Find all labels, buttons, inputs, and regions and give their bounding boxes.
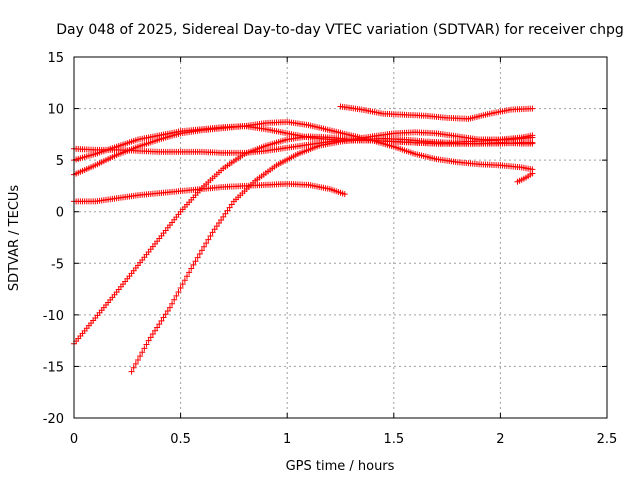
data-point — [192, 258, 199, 265]
x-tick-label: 1 — [283, 432, 291, 447]
data-point — [158, 317, 165, 324]
data-point — [211, 226, 218, 233]
data-point — [215, 220, 222, 227]
y-tick-label: 15 — [47, 51, 64, 66]
data-point — [194, 254, 201, 261]
data-point — [207, 232, 214, 239]
data-point — [128, 368, 135, 375]
data-point — [134, 356, 141, 363]
series-track-2 — [128, 134, 536, 375]
data-point — [171, 296, 178, 303]
series-track-8 — [514, 170, 536, 185]
data-point — [147, 334, 154, 341]
plot-frame — [73, 56, 608, 419]
data-point — [220, 213, 227, 220]
chart-title: Day 048 of 2025, Sidereal Day-to-day VTE… — [56, 22, 624, 38]
data-point — [529, 140, 536, 147]
x-tick-label: 2 — [496, 432, 504, 447]
data-point — [529, 132, 536, 139]
data-markers — [71, 103, 536, 375]
data-point — [190, 261, 197, 268]
data-point — [160, 314, 167, 321]
data-point — [226, 204, 233, 211]
y-axis-label: SDTVAR / TECUs — [7, 185, 22, 292]
data-point — [179, 281, 186, 288]
x-tick-label: 1.5 — [383, 432, 404, 447]
data-point — [228, 201, 235, 208]
data-point — [183, 273, 190, 280]
data-point — [205, 236, 212, 243]
y-tick-label: -20 — [43, 412, 64, 427]
data-point — [152, 327, 159, 334]
data-point — [173, 292, 180, 299]
data-point — [149, 331, 156, 338]
x-tick-label: 2.5 — [597, 432, 618, 447]
data-point — [143, 341, 150, 348]
y-tick-label: 0 — [56, 206, 64, 221]
data-point — [166, 304, 173, 311]
data-point — [213, 223, 220, 230]
series-track-4 — [71, 123, 536, 164]
data-point — [154, 324, 161, 331]
data-point — [529, 105, 536, 112]
data-point — [137, 353, 144, 360]
series-track-7 — [337, 103, 536, 122]
data-point — [529, 170, 536, 177]
data-point — [186, 269, 193, 276]
data-point — [198, 247, 205, 254]
x-axis-label: GPS time / hours — [286, 459, 395, 474]
y-tick-label: -5 — [51, 257, 64, 272]
axis-ticks: 0 0.5 1 1.5 2 2.5 15 10 5 0 -5 -10 -15 -20 — [43, 51, 618, 447]
data-point — [156, 321, 163, 328]
x-tick-label: 0.5 — [170, 432, 191, 447]
series-track-5 — [71, 129, 536, 156]
data-point — [177, 285, 184, 292]
data-point — [188, 265, 195, 272]
data-point — [181, 277, 188, 284]
data-point — [218, 216, 225, 223]
y-tick-label: -10 — [43, 309, 64, 324]
y-tick-label: 5 — [56, 154, 64, 169]
data-point — [222, 210, 229, 217]
data-point — [196, 251, 203, 258]
x-tick-label: 0 — [70, 432, 78, 447]
data-point — [169, 300, 176, 307]
data-point — [201, 243, 208, 250]
y-tick-label: -15 — [43, 360, 64, 375]
data-point — [139, 349, 146, 356]
data-point — [145, 337, 152, 344]
y-tick-label: 10 — [47, 103, 64, 118]
data-point — [203, 240, 210, 247]
series-track-3 — [71, 118, 536, 178]
data-point — [224, 207, 231, 214]
data-point — [175, 288, 182, 295]
data-point — [130, 364, 137, 371]
data-point — [209, 229, 216, 236]
grid-lines — [74, 57, 607, 418]
data-point — [141, 345, 148, 352]
data-point — [162, 311, 169, 318]
data-point — [132, 360, 139, 367]
data-point — [164, 307, 171, 314]
data-point — [341, 191, 348, 198]
series-track-6 — [71, 180, 348, 205]
